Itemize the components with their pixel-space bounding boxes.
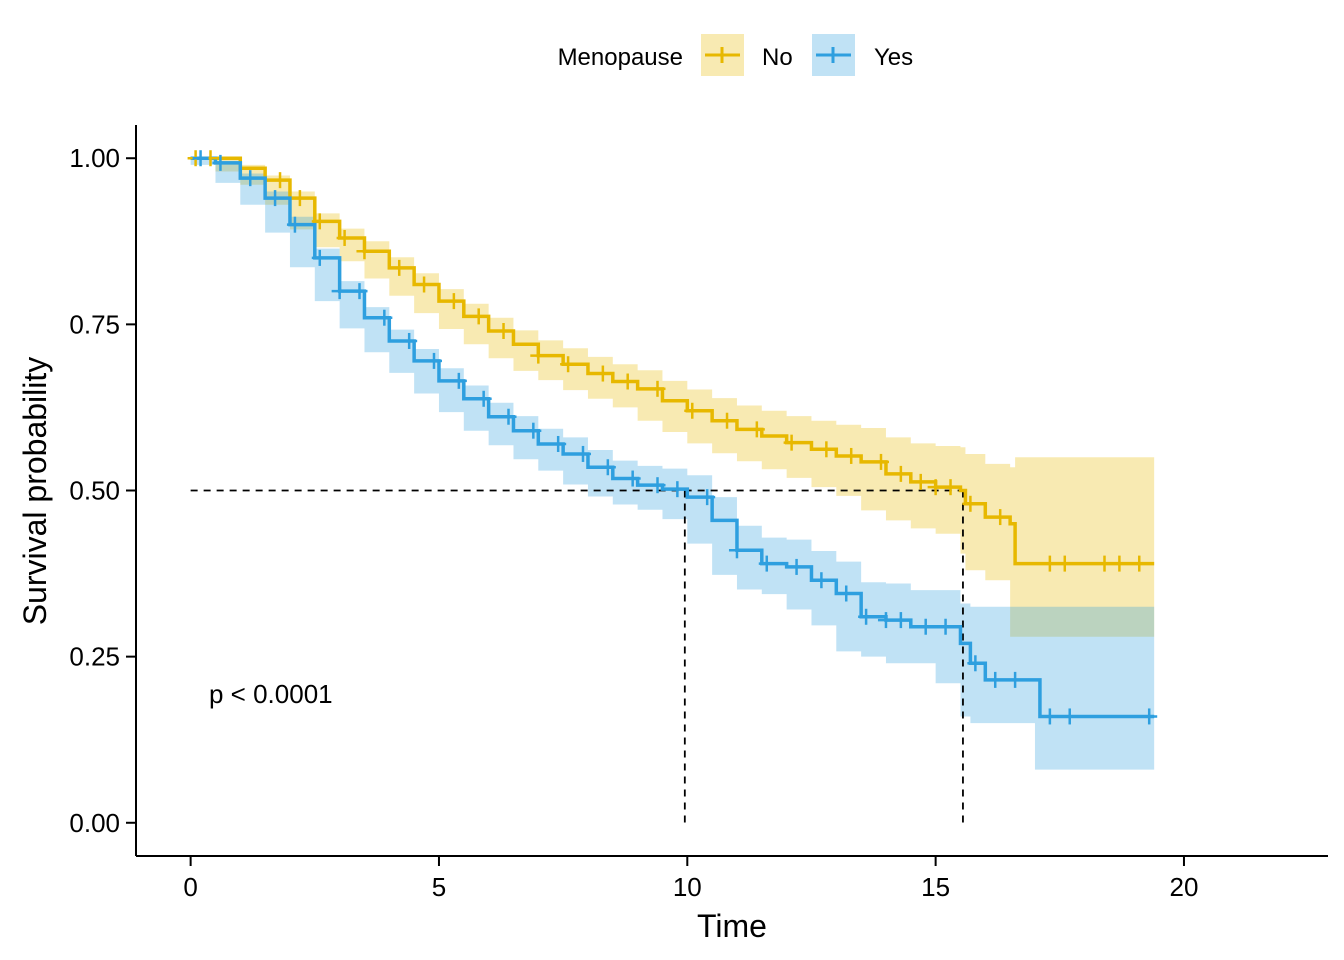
censor-mark-yes (624, 470, 641, 487)
censor-mark-no (530, 347, 547, 364)
y-tick-label: 1.00 (69, 143, 120, 173)
x-tick-label: 0 (183, 872, 197, 902)
censor-mark-no (719, 412, 736, 429)
censor-mark-yes (212, 154, 229, 171)
censor-mark-no (912, 473, 929, 490)
y-tick-label: 0.00 (69, 808, 120, 838)
censor-mark-no (1041, 555, 1058, 572)
censor-mark-yes (858, 608, 875, 625)
y-tick-label: 0.50 (69, 476, 120, 506)
censor-mark-yes (728, 542, 745, 559)
y-ticks: 0.00 0.25 0.50 0.75 1.00 (69, 143, 136, 838)
censor-mark-yes (987, 671, 1004, 688)
censor-mark-yes (242, 170, 259, 187)
censor-mark-no (1056, 555, 1073, 572)
censor-mark-no (942, 479, 959, 496)
censor-mark-no (1111, 555, 1128, 572)
ci-band-yes (190, 158, 1155, 770)
censor-mark-yes (838, 585, 855, 602)
censor-mark-yes (376, 309, 393, 326)
censor-mark-yes (937, 618, 954, 635)
censor-mark-no (892, 465, 909, 482)
y-tick-label: 0.75 (69, 309, 120, 339)
censor-mark-no (272, 172, 289, 189)
censor-mark-yes (331, 283, 348, 300)
censor-mark-no (748, 421, 765, 438)
survival-curve-no (190, 156, 1155, 566)
censor-mark-yes (788, 558, 805, 575)
censor-mark-no (619, 373, 636, 390)
censor-mark-no (445, 293, 462, 310)
censor-mark-yes (426, 352, 442, 369)
censor-mark-yes (1061, 708, 1078, 725)
censor-mark-yes (917, 618, 934, 635)
censor-mark-yes (892, 612, 909, 629)
censor-mark-no (391, 259, 408, 276)
censor-mark-yes (813, 572, 830, 589)
censor-mark-yes (877, 612, 894, 629)
censor-mark-yes (758, 555, 775, 572)
censor-mark-yes (267, 190, 284, 207)
legend-title: Menopause (558, 44, 683, 71)
censor-mark-yes (475, 390, 492, 407)
censor-mark-yes (311, 249, 328, 266)
censor-mark-yes (1141, 708, 1158, 725)
y-axis-title: Survival probability (17, 357, 53, 626)
censor-mark-no (843, 447, 860, 464)
censor-mark-yes (192, 150, 209, 167)
censor-mark-yes (525, 422, 542, 439)
censor-mark-yes (351, 283, 368, 300)
censor-mark-no (356, 243, 373, 260)
p-value-annotation: p < 0.0001 (209, 679, 333, 709)
censor-mark-no (992, 509, 1009, 526)
censor-mark-yes (575, 445, 591, 462)
censor-mark-yes (450, 372, 467, 389)
censor-mark-no (873, 453, 889, 470)
censor-mark-no (649, 380, 666, 397)
x-ticks: 0 5 10 15 20 (183, 856, 1198, 902)
censor-mark-no (416, 276, 433, 293)
censor-mark-yes (669, 481, 686, 498)
censor-mark-yes (550, 435, 567, 452)
x-tick-label: 15 (921, 872, 950, 902)
censor-mark-yes (699, 489, 716, 506)
censor-mark-yes (967, 655, 984, 672)
legend: Menopause No Yes (558, 34, 913, 76)
censor-mark-no (311, 213, 328, 230)
x-tick-label: 10 (673, 872, 702, 902)
censor-mark-no (336, 229, 353, 246)
censor-mark-no (495, 323, 512, 340)
censor-mark-no (291, 190, 308, 207)
ci-band-no (190, 158, 1155, 637)
legend-label-yes: Yes (874, 44, 913, 71)
censor-mark-no (684, 402, 701, 419)
censor-mark-yes (500, 408, 517, 425)
x-axis-title: Time (697, 908, 767, 944)
x-tick-label: 20 (1170, 872, 1199, 902)
censor-mark-no (818, 441, 835, 458)
censor-mark-no (1131, 555, 1148, 572)
censor-marks (187, 150, 1158, 725)
censor-mark-yes (286, 216, 303, 233)
y-tick-label: 0.25 (69, 642, 120, 672)
censor-mark-yes (649, 477, 666, 494)
censor-mark-yes (599, 459, 616, 476)
censor-mark-no (560, 356, 577, 373)
censor-mark-yes (1007, 671, 1024, 688)
confidence-bands (190, 158, 1155, 770)
censor-mark-yes (401, 332, 418, 349)
censor-mark-no (1096, 555, 1113, 572)
median-lines (190, 489, 964, 823)
censor-mark-no (783, 434, 800, 451)
x-tick-label: 5 (432, 872, 446, 902)
censor-mark-no (927, 479, 944, 496)
censor-mark-no (962, 495, 979, 512)
legend-label-no: No (762, 44, 793, 71)
censor-mark-no (470, 308, 487, 325)
censor-mark-no (594, 365, 611, 382)
censor-mark-yes (1041, 708, 1058, 725)
